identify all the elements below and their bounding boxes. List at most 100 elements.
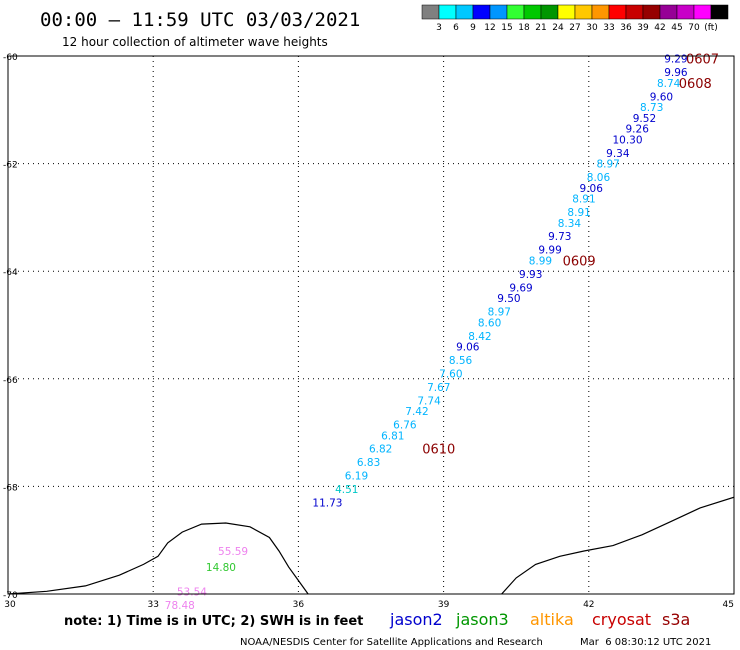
swh-point: 8.60	[478, 317, 501, 329]
time-label: 0608	[679, 77, 712, 92]
swh-point: 8.06	[587, 172, 611, 184]
swh-point: 9.99	[538, 245, 561, 257]
colorbar-label: 12	[484, 23, 495, 33]
colorbar-swatch	[523, 4, 542, 20]
swh-point: 11.73	[312, 498, 342, 510]
colorbar-label: 36	[620, 23, 632, 33]
time-label: 0607	[686, 53, 719, 68]
lon-tick-label: 33	[147, 600, 158, 610]
swh-point: 4.51	[335, 484, 358, 496]
map-title: 00:00 – 11:59 UTC 03/03/2021	[40, 9, 360, 31]
lat-tick-label: -70	[3, 591, 18, 601]
swh-point: 10.30	[612, 134, 642, 146]
swh-point: 55.59	[218, 546, 248, 558]
swh-point: 9.26	[626, 124, 650, 136]
swh-point: 6.82	[369, 444, 392, 456]
colorbar-swatch	[710, 4, 729, 20]
colorbar-label: 39	[637, 23, 649, 33]
color-scale-bar: 3 6 9 12 15 18 21 24 27 30 33 36 39 42 45 70 (ft)	[421, 4, 729, 33]
map-plot-area: 9.299.968.749.608.739.529.2610.309.348.9…	[7, 53, 735, 612]
swh-point: 6.81	[381, 430, 404, 442]
colorbar-swatch	[693, 4, 712, 20]
colorbar-swatch	[557, 4, 576, 20]
time-labels: 0607 0608 0609 0610	[422, 53, 719, 458]
swh-point: 8.73	[640, 102, 663, 114]
lat-tick-label: -60	[3, 53, 18, 63]
colorbar-label: (ft)	[704, 23, 718, 33]
swh-point: 8.74	[657, 78, 681, 90]
swh-point: 7.60	[439, 368, 462, 380]
colorbar-swatch	[642, 4, 661, 20]
satellite-legend: jason2 jason3 altika cryosat s3a	[389, 610, 690, 629]
colorbar-swatch	[676, 4, 695, 20]
footer-credit: NOAA/NESDIS Center for Satellite Applica…	[240, 637, 543, 648]
swh-point: 53.54	[177, 586, 207, 598]
latitude-tick-labels: -60 -62 -64 -66 -68 -70	[3, 53, 18, 601]
map-subtitle: 12 hour collection of altimeter wave hei…	[62, 35, 328, 49]
plot-border	[7, 55, 735, 595]
colorbar-swatch	[472, 4, 491, 20]
swh-point: 6.76	[393, 420, 417, 432]
lat-tick-label: -66	[3, 376, 18, 386]
satellite-legend-item: s3a	[662, 610, 690, 629]
colorbar-label: 18	[518, 23, 530, 33]
swh-point: 6.19	[345, 471, 368, 483]
lon-tick-label: 30	[4, 600, 16, 610]
coastline-path	[8, 496, 734, 594]
lat-tick-label: -64	[3, 268, 18, 278]
longitude-tick-labels: 30 33 36 39 42 45	[4, 600, 734, 610]
satellite-legend-item: altika	[530, 610, 574, 629]
satellite-legend-item: cryosat	[592, 610, 651, 629]
colorbar-label: 70	[688, 23, 700, 33]
colorbar-label: 24	[552, 23, 564, 33]
colorbar-label: 45	[671, 23, 682, 33]
swh-point: 9.73	[548, 231, 571, 243]
lon-tick-label: 39	[438, 600, 450, 610]
swh-point: 8.97	[596, 159, 619, 171]
swh-point: 9.06	[456, 342, 480, 354]
colorbar-swatch	[455, 4, 474, 20]
colorbar-label: 42	[654, 23, 665, 33]
lat-tick-label: -62	[3, 161, 18, 171]
colorbar-swatch	[421, 4, 440, 20]
swh-point: 7.42	[405, 406, 428, 418]
swh-point: 78.48	[165, 600, 195, 612]
colorbar-label: 3	[436, 23, 442, 33]
satellite-legend-item: jason3	[455, 610, 509, 629]
colorbar-label: 15	[501, 23, 512, 33]
colorbar-swatch	[540, 4, 559, 20]
colorbar-swatch	[591, 4, 610, 20]
time-label: 0610	[422, 443, 455, 458]
colorbar-swatch	[574, 4, 593, 20]
swh-point: 9.60	[650, 91, 673, 103]
colorbar-label: 6	[453, 23, 459, 33]
colorbar-label: 27	[569, 23, 580, 33]
swh-point: 8.99	[529, 255, 552, 267]
satellite-legend-item: jason2	[389, 610, 443, 629]
colorbar-swatch	[625, 4, 644, 20]
colorbar-label: 21	[535, 23, 546, 33]
swh-point: 6.83	[357, 457, 380, 469]
swh-point: 8.34	[558, 218, 582, 230]
lat-lon-grid	[8, 56, 734, 594]
footer-timestamp: Mar 6 08:30:12 UTC 2021	[580, 637, 711, 648]
lon-tick-label: 36	[293, 600, 305, 610]
swh-point: 9.69	[509, 282, 532, 294]
swh-point: 8.97	[488, 307, 511, 319]
colorbar-swatch	[506, 4, 525, 20]
swh-point: 8.91	[567, 207, 590, 219]
swh-point: 7.74	[417, 395, 441, 407]
colorbar-swatch	[659, 4, 678, 20]
swh-point: 8.56	[449, 355, 473, 367]
time-label: 0609	[563, 254, 596, 269]
legend-note: note: 1) Time is in UTC; 2) SWH is in fe…	[64, 614, 363, 629]
colorbar-swatch	[489, 4, 508, 20]
swh-point: 9.34	[606, 148, 630, 160]
swh-point: 9.93	[519, 269, 542, 281]
lon-tick-label: 45	[723, 600, 734, 610]
swh-point: 9.96	[664, 67, 688, 79]
colorbar-label: 33	[603, 23, 614, 33]
swh-point: 9.50	[497, 293, 520, 305]
colorbar-label: 9	[470, 23, 476, 33]
